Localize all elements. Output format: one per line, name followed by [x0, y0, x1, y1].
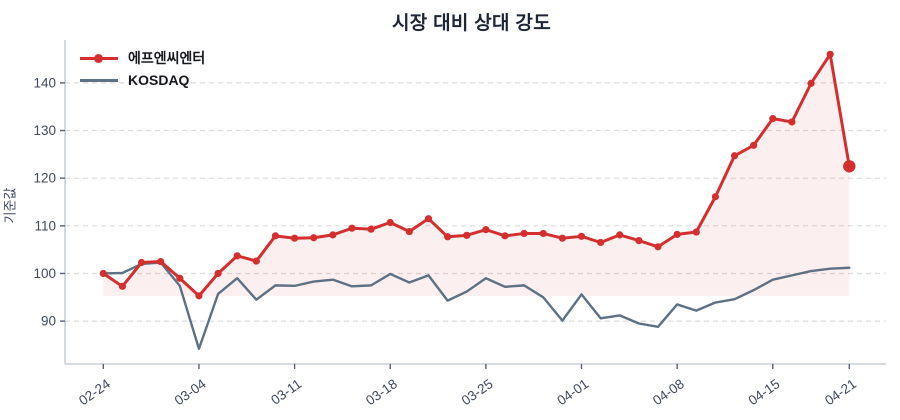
stock-point-marker: [826, 50, 834, 58]
x-tick-label: 04-15: [746, 376, 783, 408]
stock-point-marker: [233, 252, 241, 260]
stock-point-marker: [654, 243, 662, 251]
y-tick-label: 120: [33, 171, 56, 186]
legend: 에프엔씨엔터 KOSDAQ: [80, 47, 205, 91]
stock-point-marker: [290, 234, 299, 242]
stock-point-marker: [157, 257, 165, 266]
x-tick-label: 04-21: [822, 376, 859, 408]
stock-point-marker: [252, 257, 260, 265]
stock-point-marker: [329, 231, 337, 239]
legend-item-kosdaq: KOSDAQ: [80, 69, 205, 91]
y-tick-label: 90: [41, 314, 56, 329]
stock-point-marker: [424, 215, 433, 223]
y-axis-title: 기준값: [2, 187, 18, 224]
stock-point-marker: [137, 258, 146, 267]
x-tick-label: 04-08: [650, 376, 687, 408]
x-tick-label: 03-11: [268, 376, 304, 408]
stock-point-marker: [310, 234, 318, 242]
stock-point-marker: [386, 218, 394, 227]
stock-point-marker: [673, 230, 681, 238]
stock-point-marker: [730, 152, 739, 160]
legend-line-kosdaq-icon: [80, 78, 118, 82]
stock-point-marker: [807, 79, 815, 87]
stock-point-marker: [195, 292, 203, 300]
stock-point-marker: [788, 118, 796, 126]
stock-point-marker: [769, 115, 777, 123]
stock-point-marker: [577, 232, 586, 240]
stock-point-marker: [405, 227, 413, 236]
stock-point-marker: [597, 238, 605, 247]
stock-point-marker: [539, 229, 547, 238]
y-tick-label: 130: [33, 123, 56, 138]
stock-point-marker: [176, 274, 184, 282]
stock-point-marker: [750, 141, 758, 149]
stock-point-marker: [692, 228, 700, 236]
stock-last-point-marker: [843, 160, 856, 173]
stock-point-marker: [558, 234, 566, 242]
y-tick-label: 110: [34, 218, 56, 233]
legend-item-stock: 에프엔씨엔터: [80, 47, 205, 69]
stock-point-marker: [501, 232, 509, 240]
stock-point-marker: [444, 233, 452, 241]
stock-fill-area: [103, 54, 850, 296]
stock-point-marker: [463, 231, 471, 239]
x-tick-label: 03-25: [459, 376, 496, 408]
chart-title: 시장 대비 상대 강도: [392, 13, 551, 34]
stock-point-marker: [520, 229, 528, 238]
legend-marker-dot-icon: [94, 53, 103, 63]
stock-point-marker: [271, 232, 280, 240]
legend-line-stock-icon: [80, 53, 118, 63]
y-tick-label: 100: [33, 266, 56, 281]
stock-point-marker: [348, 224, 356, 232]
kosdaq-line: [102, 261, 851, 350]
stock-point-marker: [482, 226, 490, 234]
stock-point-marker: [616, 231, 624, 239]
stock-line: [101, 52, 851, 298]
stock-point-marker: [214, 269, 222, 278]
x-tick-label: 03-04: [172, 376, 209, 408]
y-tick-label: 140: [33, 75, 56, 90]
stock-point-marker: [99, 269, 107, 278]
x-tick-label: 04-01: [554, 376, 591, 408]
x-tick-label: 03-18: [363, 376, 400, 408]
legend-label-kosdaq: KOSDAQ: [128, 72, 190, 88]
stock-point-marker: [711, 193, 720, 201]
stock-point-marker: [367, 225, 375, 233]
x-tick-label: 02-24: [76, 376, 113, 408]
stock-point-marker: [118, 282, 127, 290]
stock-point-marker: [635, 236, 643, 245]
legend-label-stock: 에프엔씨엔터: [128, 50, 206, 66]
